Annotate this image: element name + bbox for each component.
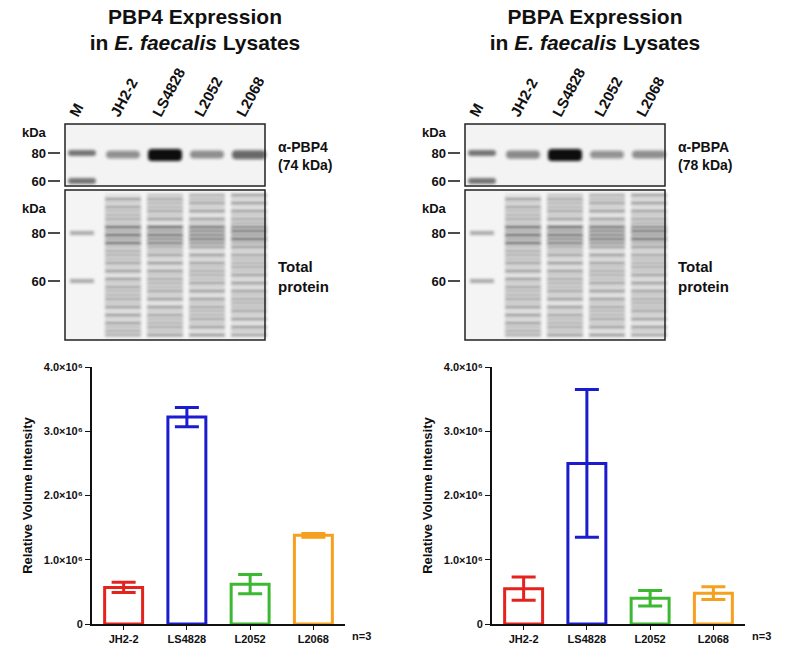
svg-text:in E. faecalis Lysates: in E. faecalis Lysates	[90, 31, 301, 54]
svg-text:JH2-2: JH2-2	[507, 75, 541, 119]
svg-text:4.0×10⁶: 4.0×10⁶	[44, 361, 83, 373]
svg-text:L2068: L2068	[233, 74, 268, 120]
svg-text:L2068: L2068	[298, 633, 329, 645]
svg-text:α-PBP4: α-PBP4	[278, 139, 328, 155]
svg-text:protein: protein	[678, 278, 729, 295]
svg-text:0: 0	[477, 618, 483, 630]
svg-text:2.0×10⁶: 2.0×10⁶	[44, 489, 83, 501]
svg-text:L2052: L2052	[635, 633, 666, 645]
svg-text:M: M	[66, 100, 87, 119]
svg-text:80: 80	[432, 226, 446, 241]
svg-text:JH2-2: JH2-2	[109, 633, 139, 645]
svg-text:Relative Volume Intensity: Relative Volume Intensity	[20, 416, 35, 573]
svg-text:PBP4 Expression: PBP4 Expression	[108, 5, 282, 28]
svg-text:L2068: L2068	[633, 74, 668, 120]
svg-text:Total: Total	[278, 258, 313, 275]
svg-text:LS4828: LS4828	[149, 65, 189, 119]
svg-text:80: 80	[432, 146, 446, 161]
svg-text:M: M	[466, 100, 487, 119]
svg-text:80: 80	[32, 146, 46, 161]
svg-text:LS4828: LS4828	[168, 633, 207, 645]
svg-text:LS4828: LS4828	[568, 633, 607, 645]
svg-text:kDa: kDa	[22, 125, 47, 140]
svg-text:(74 kDa): (74 kDa)	[278, 157, 332, 173]
svg-text:60: 60	[32, 174, 46, 189]
svg-text:60: 60	[432, 174, 446, 189]
svg-text:60: 60	[32, 274, 46, 289]
svg-text:α-PBPA: α-PBPA	[678, 139, 729, 155]
svg-text:Relative Volume Intensity: Relative Volume Intensity	[420, 416, 435, 573]
svg-text:1.0×10⁶: 1.0×10⁶	[444, 554, 483, 566]
svg-text:(78 kDa): (78 kDa)	[678, 157, 732, 173]
svg-text:4.0×10⁶: 4.0×10⁶	[444, 361, 483, 373]
svg-text:protein: protein	[278, 278, 329, 295]
svg-text:in E. faecalis Lysates: in E. faecalis Lysates	[490, 31, 701, 54]
svg-text:60: 60	[432, 274, 446, 289]
svg-text:LS4828: LS4828	[549, 65, 589, 119]
svg-text:JH2-2: JH2-2	[509, 633, 539, 645]
svg-text:L2052: L2052	[591, 74, 626, 120]
svg-text:L2052: L2052	[191, 74, 226, 120]
svg-text:PBPA Expression: PBPA Expression	[507, 5, 682, 28]
svg-text:1.0×10⁶: 1.0×10⁶	[44, 554, 83, 566]
svg-text:80: 80	[32, 226, 46, 241]
svg-text:3.0×10⁶: 3.0×10⁶	[44, 425, 83, 437]
svg-text:0: 0	[77, 618, 83, 630]
svg-text:Total: Total	[678, 258, 713, 275]
svg-text:3.0×10⁶: 3.0×10⁶	[444, 425, 483, 437]
svg-text:kDa: kDa	[22, 201, 47, 216]
svg-text:L2052: L2052	[235, 633, 266, 645]
svg-text:n=3: n=3	[352, 630, 371, 642]
svg-text:2.0×10⁶: 2.0×10⁶	[444, 489, 483, 501]
svg-text:JH2-2: JH2-2	[107, 75, 141, 119]
svg-text:kDa: kDa	[422, 201, 447, 216]
svg-text:n=3: n=3	[752, 630, 771, 642]
svg-text:L2068: L2068	[698, 633, 729, 645]
svg-text:kDa: kDa	[422, 125, 447, 140]
